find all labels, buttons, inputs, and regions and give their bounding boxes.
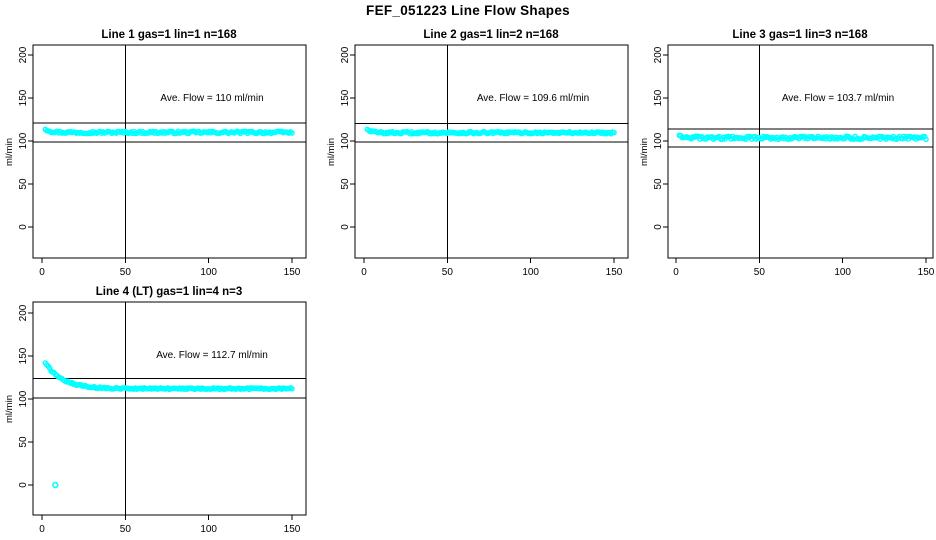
x-axis-tick-label: 150 bbox=[284, 524, 301, 535]
data-points bbox=[364, 126, 617, 137]
y-axis-tick-label: 50 bbox=[653, 178, 664, 190]
data-point bbox=[923, 136, 929, 143]
outlier-data-point bbox=[52, 481, 59, 489]
x-axis-tick-label: 150 bbox=[606, 267, 623, 278]
y-axis-tick-label: 0 bbox=[18, 224, 29, 230]
axes: 0 50 100 150 0 50 100 150 200 bbox=[653, 44, 935, 278]
panel-line-3: Line 3 gas=1 lin=3 n=168 ml/min 0 50 100 15… bbox=[639, 29, 935, 278]
page-title: FEF_051223 Line Flow Shapes bbox=[366, 3, 570, 18]
y-axis-tick-label: 150 bbox=[340, 89, 351, 106]
data-points bbox=[42, 360, 295, 489]
x-axis-tick-label: 0 bbox=[39, 267, 45, 278]
axes: 0 50 100 150 0 50 100 150 200 bbox=[18, 301, 307, 535]
axes: 0 50 100 150 0 50 100 150 200 bbox=[18, 44, 307, 278]
x-axis-tick-label: 150 bbox=[284, 267, 301, 278]
y-axis-label: ml/min bbox=[4, 138, 15, 166]
y-axis-tick-label: 100 bbox=[18, 390, 29, 407]
plot-box bbox=[32, 301, 307, 516]
y-axis-tick-label: 50 bbox=[18, 178, 29, 190]
y-axis-tick-label: 100 bbox=[653, 132, 664, 149]
y-axis-tick-label: 0 bbox=[340, 224, 351, 230]
panel-title: Line 1 gas=1 lin=1 n=168 bbox=[101, 29, 237, 41]
x-axis-tick-label: 100 bbox=[834, 267, 851, 278]
ave-flow-annotation: Ave. Flow = 103.7 ml/min bbox=[782, 93, 894, 104]
y-axis-label: ml/min bbox=[326, 138, 337, 166]
y-axis-tick-label: 200 bbox=[340, 46, 351, 63]
data-points bbox=[42, 126, 295, 137]
data-points bbox=[676, 132, 929, 143]
ave-flow-annotation: Ave. Flow = 109.6 ml/min bbox=[477, 93, 589, 104]
data-point bbox=[289, 385, 295, 392]
x-axis-tick-label: 0 bbox=[39, 524, 45, 535]
x-axis-tick-label: 0 bbox=[361, 267, 367, 278]
x-axis-tick-label: 50 bbox=[120, 524, 132, 535]
y-axis-tick-label: 200 bbox=[18, 46, 29, 63]
y-axis-tick-label: 200 bbox=[653, 46, 664, 63]
x-axis-tick-label: 150 bbox=[918, 267, 935, 278]
axes: 0 50 100 150 0 50 100 150 200 bbox=[340, 44, 629, 278]
plot-box bbox=[32, 44, 307, 259]
y-axis-tick-label: 150 bbox=[18, 347, 29, 364]
y-axis-tick-label: 50 bbox=[340, 178, 351, 190]
x-axis-tick-label: 50 bbox=[754, 267, 766, 278]
data-point bbox=[289, 130, 295, 136]
ave-flow-annotation: Ave. Flow = 112.7 ml/min bbox=[156, 350, 268, 361]
data-point bbox=[611, 129, 617, 136]
y-axis-tick-label: 100 bbox=[340, 132, 351, 149]
y-axis-tick-label: 150 bbox=[653, 89, 664, 106]
panel-title: Line 2 gas=1 lin=2 n=168 bbox=[423, 29, 559, 41]
panel-line-1: Line 1 gas=1 lin=1 n=168 ml/min 0 50 100 15… bbox=[4, 29, 307, 278]
y-axis-label: ml/min bbox=[639, 138, 650, 166]
x-axis-tick-label: 50 bbox=[442, 267, 454, 278]
y-axis-tick-label: 0 bbox=[18, 482, 29, 488]
y-axis-tick-label: 200 bbox=[18, 304, 29, 321]
y-axis-tick-label: 100 bbox=[18, 132, 29, 149]
panel-title: Line 3 gas=1 lin=3 n=168 bbox=[732, 29, 868, 41]
panel-line-4: Line 4 (LT) gas=1 lin=4 n=3 ml/min 0 50 10… bbox=[4, 286, 307, 535]
plot-box bbox=[667, 44, 934, 259]
y-axis-label: ml/min bbox=[4, 395, 15, 423]
y-axis-tick-label: 0 bbox=[653, 224, 664, 230]
plot-box bbox=[354, 44, 629, 259]
x-axis-tick-label: 0 bbox=[673, 267, 679, 278]
x-axis-tick-label: 100 bbox=[200, 524, 217, 535]
panel-line-2: Line 2 gas=1 lin=2 n=168 ml/min 0 50 100 15… bbox=[326, 29, 629, 278]
ave-flow-annotation: Ave. Flow = 110 ml/min bbox=[160, 93, 263, 104]
panel-title: Line 4 (LT) gas=1 lin=4 n=3 bbox=[96, 286, 242, 298]
y-axis-tick-label: 150 bbox=[18, 89, 29, 106]
x-axis-tick-label: 100 bbox=[522, 267, 539, 278]
x-axis-tick-label: 50 bbox=[120, 267, 132, 278]
y-axis-tick-label: 50 bbox=[18, 436, 29, 448]
x-axis-tick-label: 100 bbox=[200, 267, 217, 278]
